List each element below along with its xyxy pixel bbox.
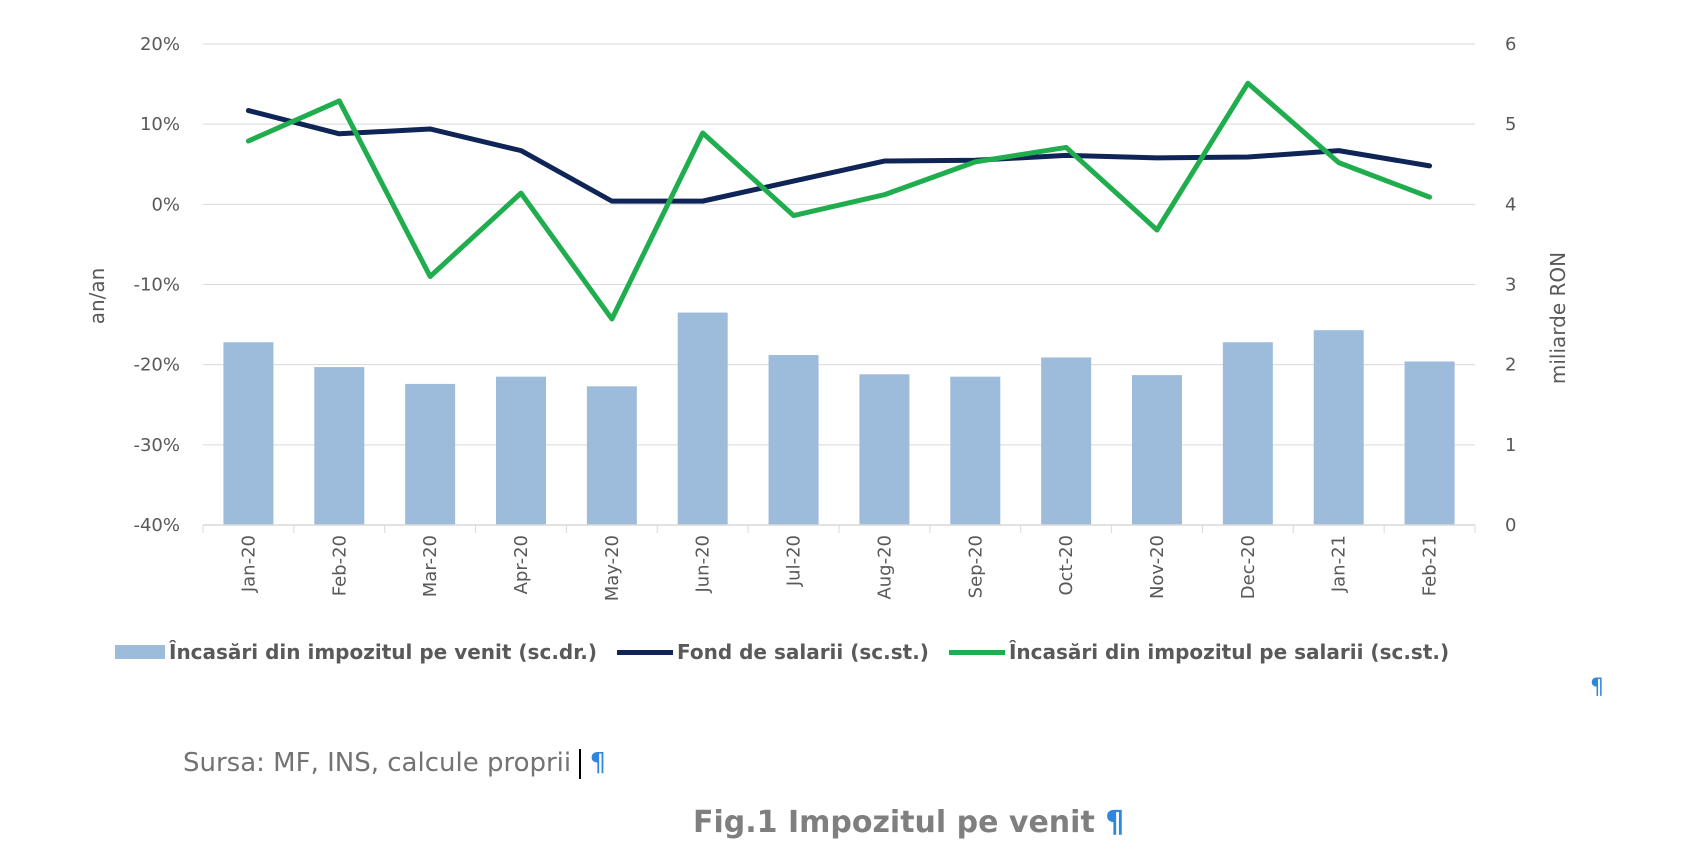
x-tick-label: Jun-20: [693, 535, 714, 594]
bar: [677, 312, 728, 525]
x-tick-label: Jan-21: [1329, 535, 1350, 593]
source-note[interactable]: Sursa: MF, INS, calcule proprii ¶: [183, 748, 606, 779]
y-right-tick-label: 6: [1505, 34, 1516, 55]
legend-item-line2: Încasări din impozitul pe salarii (sc.st…: [948, 640, 1450, 664]
bar: [1313, 330, 1364, 525]
legend-label-line2: Încasări din impozitul pe salarii (sc.st…: [1008, 640, 1450, 664]
bar: [1404, 361, 1455, 525]
x-tick-label: Apr-20: [511, 535, 532, 594]
legend-swatch-line1: [616, 649, 673, 655]
x-tick-label: May-20: [602, 535, 623, 601]
y-right-tick-label: 4: [1505, 194, 1516, 215]
series-line-1: [245, 108, 1433, 204]
y-right-tick-label: 5: [1505, 114, 1516, 135]
legend-swatch-bar: [115, 645, 165, 659]
legend-label-line1: Fond de salarii (sc.st.): [676, 640, 929, 664]
chart-legend: Încasări din impozitul pe venit (sc.dr.)…: [115, 640, 1469, 664]
bar: [586, 386, 637, 525]
x-tick-label: Feb-20: [329, 535, 350, 596]
y-right-tick-label: 3: [1505, 275, 1516, 296]
x-tick-label: Mar-20: [420, 535, 441, 597]
x-tick-label: Dec-20: [1238, 535, 1259, 599]
x-tick-label: Feb-21: [1420, 535, 1441, 596]
bar: [768, 355, 819, 525]
x-tick-label: Sep-20: [965, 535, 986, 598]
x-tick-label: Jul-20: [784, 535, 805, 587]
pilcrow-mark: ¶: [1105, 805, 1125, 840]
pilcrow-mark: ¶: [589, 748, 607, 778]
bar: [950, 376, 1001, 525]
y-left-tick-label: 0%: [151, 194, 180, 215]
source-text: Sursa: MF, INS, calcule proprii: [183, 748, 572, 778]
y-right-tick-label: 0: [1505, 515, 1516, 536]
y-left-axis-title: an/an: [85, 268, 109, 325]
y-left-tick-label: 10%: [140, 114, 180, 135]
chart: 20% 10% 0% -10% -20% -30% -40% 6 5 4 3 2 1 0 an/an mili…: [85, 34, 1570, 601]
y-right-axis-title: miliarde RON: [1546, 252, 1570, 384]
y-left-tick-label: -20%: [133, 355, 180, 376]
y-right-tick-label: 1: [1505, 435, 1516, 456]
legend-swatch-line2: [948, 649, 1005, 655]
figure-caption[interactable]: Fig.1 Impozitul pe venit ¶: [693, 805, 1124, 840]
pilcrow-mark: ¶: [1590, 675, 1604, 700]
bar: [223, 342, 274, 525]
bar: [496, 376, 546, 525]
x-tick-label: Aug-20: [874, 535, 895, 600]
y-left-tick-label: -40%: [133, 515, 180, 536]
y-left-tick-label: -10%: [133, 275, 180, 296]
x-tick-label: Jan-20: [238, 535, 259, 593]
y-left-tick-label: -30%: [133, 435, 180, 456]
legend-item-bar: Încasări din impozitul pe venit (sc.dr.): [115, 640, 597, 664]
y-left-tick-label: 20%: [140, 34, 180, 55]
bar: [859, 374, 910, 525]
bar: [1222, 342, 1273, 525]
legend-label-bar: Încasări din impozitul pe venit (sc.dr.): [169, 640, 597, 664]
series-line-2: [245, 80, 1433, 322]
bar: [405, 383, 456, 525]
text-cursor: [579, 748, 582, 779]
bar: [314, 367, 365, 525]
y-right-tick-label: 2: [1505, 355, 1516, 376]
x-tick-label: Nov-20: [1147, 535, 1168, 599]
legend-item-line1: Fond de salarii (sc.st.): [616, 640, 929, 664]
bar: [1132, 375, 1182, 525]
figure-title: Fig.1 Impozitul pe venit: [693, 805, 1095, 840]
x-tick-label: Oct-20: [1056, 535, 1077, 596]
bar: [1041, 357, 1092, 525]
